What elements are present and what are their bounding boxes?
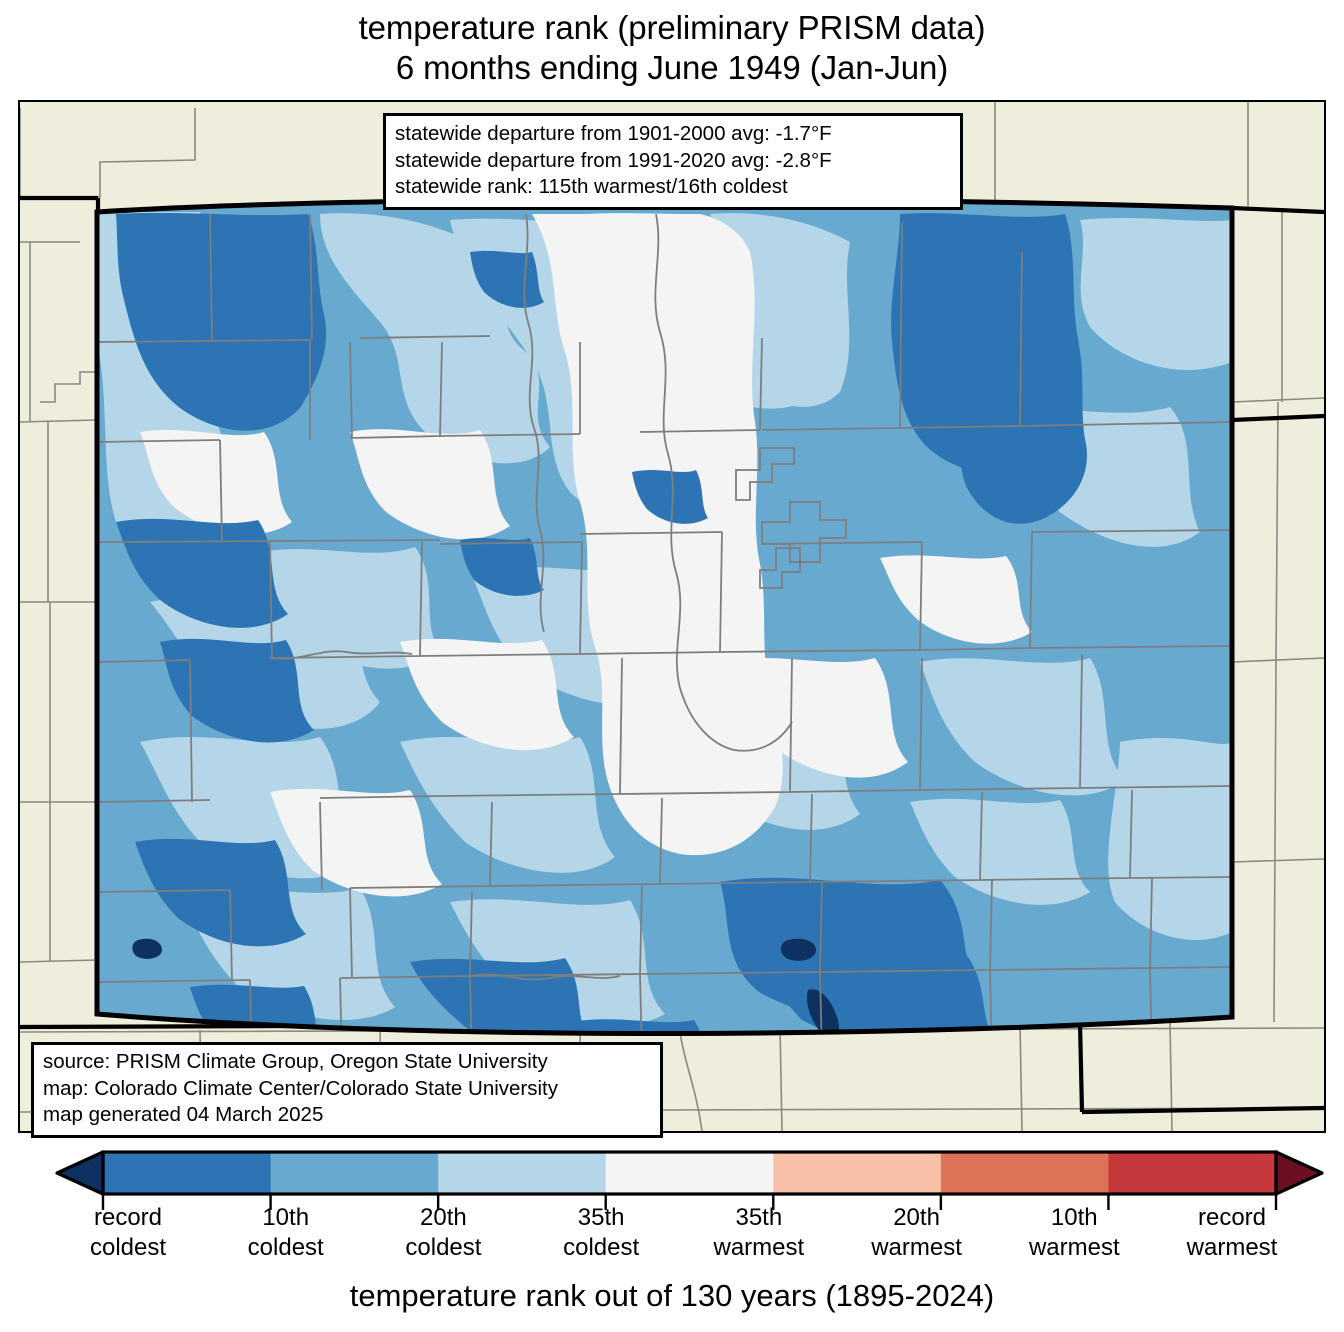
colorbar-band-4 (773, 1152, 942, 1194)
colorbar-label-bottom-0: coldest (89, 1234, 167, 1261)
source-attribution-box: source: PRISM Climate Group, Oregon Stat… (31, 1042, 663, 1138)
colorbar-label-top-6: 10th (1050, 1204, 1098, 1231)
colorado-county-lines (97, 213, 1232, 1034)
colorbar-label-bottom-1: coldest (247, 1234, 324, 1261)
colorbar-label-bottom-2: coldest (405, 1234, 482, 1261)
colorbar-band-2 (438, 1152, 607, 1194)
map-panel (18, 100, 1326, 1133)
colorbar-band-0 (103, 1152, 272, 1194)
colorbar-outline (101, 1150, 1278, 1196)
title-line-1: temperature rank (preliminary PRISM data… (358, 9, 986, 46)
colorbar-label-4: 35th warmest (714, 1203, 805, 1263)
colorbar-tick-labels: record coldest 10th coldest 20th coldest 35th c… (0, 1203, 1344, 1265)
colorbar-under-arrow (55, 1150, 105, 1196)
colorbar-label-bottom-4: warmest (713, 1234, 805, 1261)
colorbar-label-bottom-7: warmest (1186, 1234, 1278, 1261)
colorbar-band-5 (940, 1152, 1110, 1194)
colorbar-label-2: 20th coldest (405, 1203, 481, 1263)
colorbar-band-6 (1108, 1152, 1277, 1194)
colorbar-label-1: 10th coldest (248, 1203, 324, 1263)
colorbar-label-3: 35th coldest (563, 1203, 639, 1263)
colorbar-over-arrow (1274, 1150, 1324, 1196)
colorbar-label-top-0: record (93, 1204, 163, 1231)
colorbar-label-7: record warmest (1187, 1203, 1278, 1263)
departure-1901-2000: statewide departure from 1901-2000 avg: … (395, 122, 832, 145)
colorbar-caption: temperature rank out of 130 years (1895-… (349, 1278, 995, 1313)
colorbar-label-bottom-5: warmest (871, 1234, 962, 1261)
temperature-rank-fill (97, 199, 1232, 1034)
colorbar-label-0: record coldest (90, 1203, 166, 1263)
colorbar-svg (55, 1150, 1324, 1210)
colorbar-label-5: 20th warmest (871, 1203, 962, 1263)
departure-1991-2020: statewide departure from 1991-2020 avg: … (395, 148, 832, 172)
colorbar-label-top-7: record (1197, 1204, 1267, 1231)
colorbar-label-top-1: 10th (262, 1204, 310, 1231)
colorbar-band-3 (605, 1152, 774, 1194)
colorbar-label-bottom-6: warmest (1028, 1234, 1120, 1261)
colorado-temperature-rank-map (20, 102, 1324, 1131)
title-line-2: 6 months ending June 1949 (Jan-Jun) (395, 49, 949, 86)
colorbar (0, 1148, 1344, 1212)
colorbar-label-top-4: 35th (735, 1204, 783, 1231)
colorbar-label-top-2: 20th (420, 1204, 467, 1231)
source-line: source: PRISM Climate Group, Oregon Stat… (43, 1050, 548, 1073)
statewide-rank: statewide rank: 115th warmest/16th colde… (395, 175, 788, 198)
map-credit-line: map: Colorado Climate Center/Colorado St… (43, 1076, 559, 1100)
map-generated-line: map generated 04 March 2025 (43, 1103, 324, 1126)
colorbar-label-top-5: 20th (893, 1204, 940, 1231)
page-title: temperature rank (preliminary PRISM data… (0, 8, 1344, 88)
colorbar-label-top-3: 35th (577, 1204, 625, 1231)
statistics-box: statewide departure from 1901-2000 avg: … (383, 113, 963, 210)
colorbar-label-bottom-3: coldest (563, 1234, 640, 1261)
colorbar-label-6: 10th warmest (1029, 1203, 1120, 1263)
colorbar-band-1 (270, 1152, 439, 1194)
